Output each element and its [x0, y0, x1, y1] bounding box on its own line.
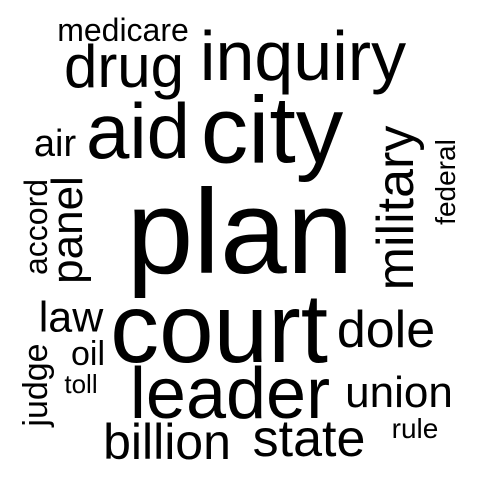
- word-medicare: medicare: [57, 12, 189, 48]
- word-air: air: [33, 123, 77, 165]
- word-inquiry: inquiry: [199, 17, 407, 95]
- word-law: law: [38, 293, 104, 342]
- word-leader: leader: [129, 354, 331, 434]
- word-federal: federal: [430, 139, 461, 225]
- word-city: city: [200, 77, 344, 184]
- word-dole: dole: [336, 301, 436, 359]
- word-oil: oil: [70, 335, 106, 373]
- word-panel: panel: [43, 176, 92, 284]
- word-judge: judge: [17, 343, 55, 427]
- word-toll: toll: [64, 369, 98, 399]
- word-rule: rule: [391, 413, 439, 444]
- word-state: state: [252, 410, 366, 468]
- word-military: military: [367, 125, 425, 291]
- word-aid: aid: [85, 87, 191, 175]
- word-union: union: [345, 368, 453, 417]
- word-plan: plan: [126, 165, 354, 299]
- word-drug: drug: [63, 33, 185, 100]
- word-court: court: [110, 273, 328, 383]
- word-billion: billion: [103, 414, 231, 470]
